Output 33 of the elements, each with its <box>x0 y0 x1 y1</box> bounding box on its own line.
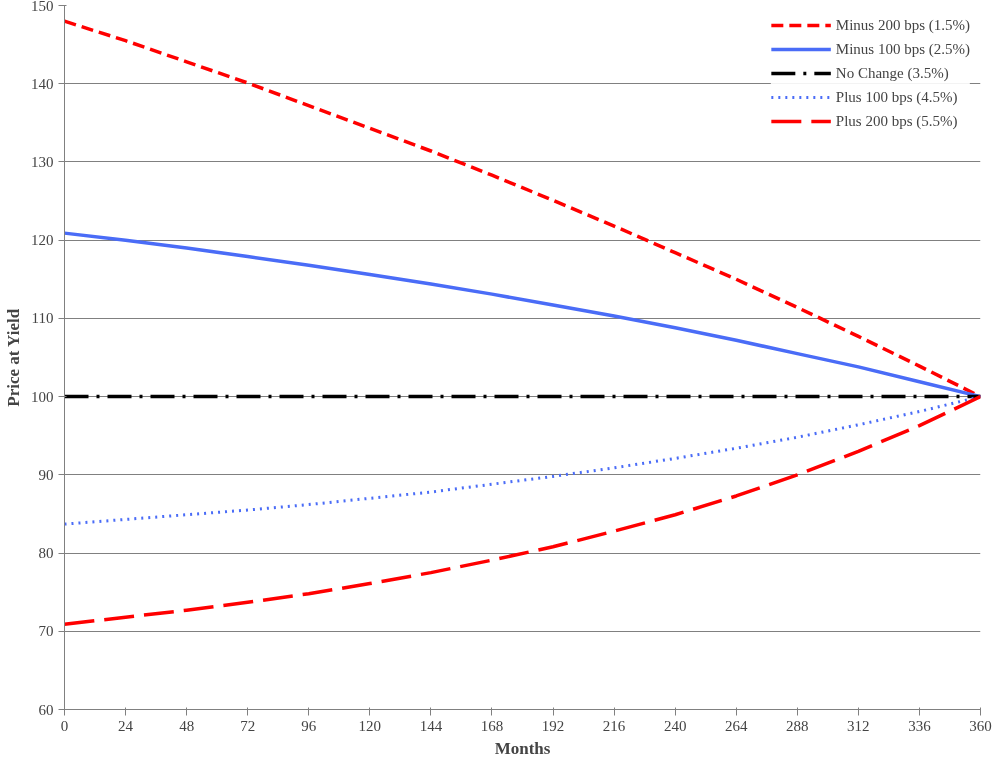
legend-label: Minus 200 bps (1.5%) <box>835 16 970 34</box>
y-axis-title: Price at Yield <box>4 308 23 407</box>
x-tick-label: 0 <box>60 717 69 734</box>
x-tick-label: 336 <box>908 717 932 734</box>
x-tick-label: 360 <box>969 717 992 734</box>
x-tick-label: 312 <box>847 717 870 734</box>
x-tick-label: 192 <box>541 717 565 734</box>
y-tick-label: 140 <box>31 75 54 92</box>
x-tick-label: 264 <box>724 717 748 734</box>
y-tick-label: 120 <box>31 232 54 249</box>
y-tick-label: 90 <box>38 466 54 483</box>
legend-label: Minus 100 bps (2.5%) <box>835 40 970 58</box>
x-tick-label: 48 <box>179 717 195 734</box>
x-tick-label: 288 <box>786 717 809 734</box>
y-tick-label: 150 <box>31 0 54 14</box>
legend-label: Plus 200 bps (5.5%) <box>835 112 958 130</box>
y-tick-label: 70 <box>38 623 54 640</box>
y-tick-label: 130 <box>31 153 54 170</box>
x-tick-label: 144 <box>419 717 443 734</box>
y-tick-label: 80 <box>38 545 54 562</box>
x-tick-label: 24 <box>118 717 134 734</box>
legend-label: No Change (3.5%) <box>835 64 949 82</box>
x-tick-label: 168 <box>480 717 504 734</box>
x-tick-label: 120 <box>358 717 382 734</box>
x-tick-label: 216 <box>602 717 626 734</box>
y-tick-label: 100 <box>31 388 54 405</box>
x-axis-title: Months <box>494 738 551 758</box>
y-tick-label: 60 <box>38 701 54 718</box>
legend-label: Plus 100 bps (4.5%) <box>835 88 958 106</box>
x-tick-label: 72 <box>240 717 256 734</box>
x-tick-label: 96 <box>301 717 317 734</box>
x-tick-label: 240 <box>663 717 687 734</box>
y-tick-label: 110 <box>31 310 54 327</box>
